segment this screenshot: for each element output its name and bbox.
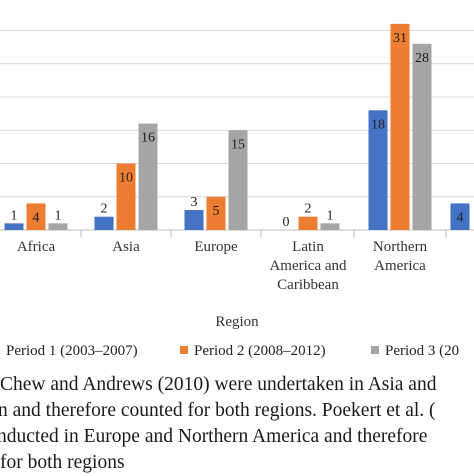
bar: [4, 223, 24, 230]
bar: [450, 203, 470, 230]
data-label: 1: [55, 208, 62, 223]
data-label: 15: [231, 137, 245, 152]
data-label: 3: [191, 195, 198, 210]
category-label: Asia: [112, 239, 140, 255]
data-label: 4: [457, 210, 464, 225]
legend: Period 1 (2003–2007) Period 2 (2008–2012)…: [6, 343, 459, 359]
data-label: 18: [371, 117, 385, 132]
data-label: 28: [415, 51, 429, 66]
caption-line: for both regions: [0, 452, 125, 473]
data-label: 16: [141, 131, 155, 146]
caption-line: n and therefore counted for both regions…: [0, 400, 436, 421]
bar: [116, 163, 136, 230]
bar: [94, 216, 114, 230]
legend-label: Period 2 (2008–2012): [194, 343, 326, 359]
category-label: Africa: [17, 239, 56, 255]
bar: [298, 216, 318, 230]
bar: [138, 123, 158, 230]
caption-line: nducted in Europe and Northern America a…: [0, 426, 428, 447]
data-label: 10: [119, 171, 133, 186]
category-label: Europe: [194, 239, 238, 255]
legend-swatch: [180, 346, 188, 354]
bar: [228, 130, 248, 230]
x-axis-label: Region: [215, 314, 259, 330]
legend-label: Period 1 (2003–2007): [6, 343, 138, 359]
category-label: America and: [269, 258, 347, 274]
legend-swatch: [371, 346, 379, 354]
bars: [4, 23, 470, 230]
bar: [368, 110, 388, 230]
bar: [390, 23, 410, 230]
data-label: 0: [283, 215, 290, 230]
data-label: 31: [393, 31, 407, 46]
category-label: Northern: [373, 239, 428, 255]
legend-label: Period 3 (20: [385, 343, 459, 359]
data-label: 2: [305, 202, 312, 217]
bar: [412, 43, 432, 230]
category-label: Latin: [292, 239, 324, 255]
category-label: America: [374, 258, 426, 274]
bar: [184, 210, 204, 230]
figure-caption: Chew and Andrews (2010) were undertaken …: [0, 372, 474, 476]
x-axis-ticks: Africa Asia Europe Latin America and Caribbea…: [17, 239, 428, 293]
caption-line: Chew and Andrews (2010) were undertaken …: [0, 374, 437, 395]
bar: [48, 223, 68, 230]
data-label: 1: [11, 208, 18, 223]
data-label: 2: [101, 202, 108, 217]
bar: [206, 196, 226, 230]
bar: [320, 223, 340, 230]
data-label: 4: [33, 210, 40, 225]
data-label: 1: [327, 208, 334, 223]
category-label: Caribbean: [277, 277, 339, 293]
bar: [26, 203, 46, 230]
data-label: 5: [213, 204, 220, 219]
